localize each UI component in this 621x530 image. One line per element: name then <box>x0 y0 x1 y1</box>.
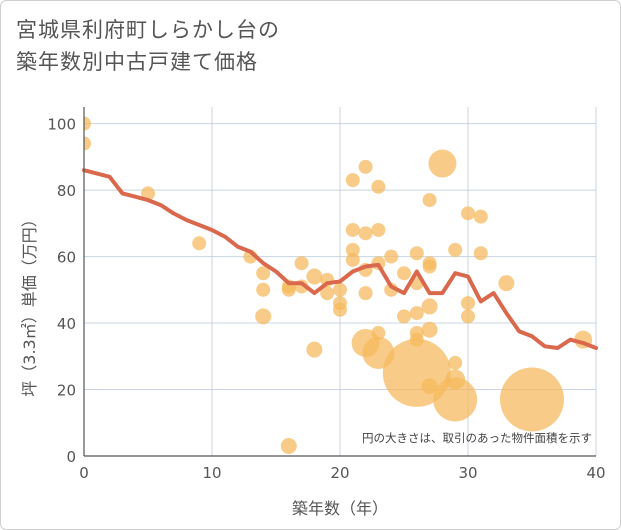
bubble-point <box>428 149 457 178</box>
chart-title-line-2: 築年数別中古戸建て価格 <box>16 50 258 74</box>
y-tick-label: 60 <box>57 249 76 267</box>
grid-lines <box>84 107 597 456</box>
y-axis-title: 坪（3.3㎡）単価（万円） <box>20 211 39 396</box>
bubble-point <box>397 266 411 281</box>
bubble-point <box>473 209 488 224</box>
bubble-point <box>500 367 564 432</box>
bubble-point <box>448 355 463 370</box>
x-tick-label: 0 <box>79 464 89 482</box>
y-tick-label: 100 <box>47 116 76 134</box>
bubbles <box>84 116 593 455</box>
bubble-point <box>422 259 437 274</box>
bubble-point <box>409 246 424 261</box>
x-tick-label: 10 <box>202 464 221 482</box>
bubble-point <box>371 326 386 341</box>
bubble-point <box>345 242 360 257</box>
x-axis-title: 築年数（年） <box>292 499 388 518</box>
bubble-point <box>333 282 347 297</box>
y-tick-label: 40 <box>57 315 76 333</box>
x-tick-label: 40 <box>586 464 605 482</box>
bubble-point <box>448 242 463 257</box>
bubble-point <box>192 236 207 251</box>
bubble-point <box>461 296 475 311</box>
bubble-point <box>384 249 399 264</box>
bubble-point <box>294 256 309 271</box>
bubble-point <box>306 268 323 285</box>
bubble-point <box>421 298 438 315</box>
bubble-point <box>256 266 271 281</box>
bubble-point <box>358 226 373 241</box>
bubble-point <box>256 282 271 297</box>
bubble-point <box>280 438 297 455</box>
bubble-point <box>397 309 411 324</box>
size-note: 円の大きさは、取引のあった物件面積を示す <box>362 431 592 445</box>
bubble-point <box>461 206 475 221</box>
bubble-point <box>255 308 272 325</box>
x-tick-label: 20 <box>330 464 349 482</box>
bubble-point <box>371 222 386 237</box>
bubble-point <box>281 282 296 297</box>
bubble-point <box>358 286 373 301</box>
bubble-point <box>433 377 478 422</box>
chart-title-line-1: 宮城県利府町しらかし台の <box>16 18 280 42</box>
y-tick-label: 80 <box>57 182 76 200</box>
trend-line-group <box>82 168 598 350</box>
axes: 0 10 20 30 40 0 20 40 60 80 100 <box>47 107 606 482</box>
bubble-point <box>84 136 91 151</box>
bubble-point <box>421 321 438 338</box>
bubble-point <box>473 246 488 261</box>
y-tick-label: 20 <box>57 382 76 400</box>
trend-line <box>82 168 598 350</box>
bubble-point <box>333 302 347 317</box>
bubble-point <box>461 309 475 324</box>
chart-title: 宮城県利府町しらかし台の 築年数別中古戸建て価格 <box>16 14 576 78</box>
y-tick-label: 0 <box>66 448 76 466</box>
bubble-point <box>84 116 91 131</box>
x-tick-label: 30 <box>458 464 477 482</box>
bubble-point <box>409 306 424 321</box>
bubble-point <box>358 159 373 174</box>
bubble-point <box>421 378 438 395</box>
bubble-point <box>345 252 360 267</box>
bubble-point <box>371 179 386 194</box>
bubble-point <box>141 186 155 201</box>
bubble-point <box>306 341 323 358</box>
bubble-point <box>345 222 360 237</box>
bubble-point <box>345 173 360 188</box>
bubble-point <box>422 193 437 208</box>
bubble-point <box>498 275 515 292</box>
bubble-point <box>320 286 335 301</box>
